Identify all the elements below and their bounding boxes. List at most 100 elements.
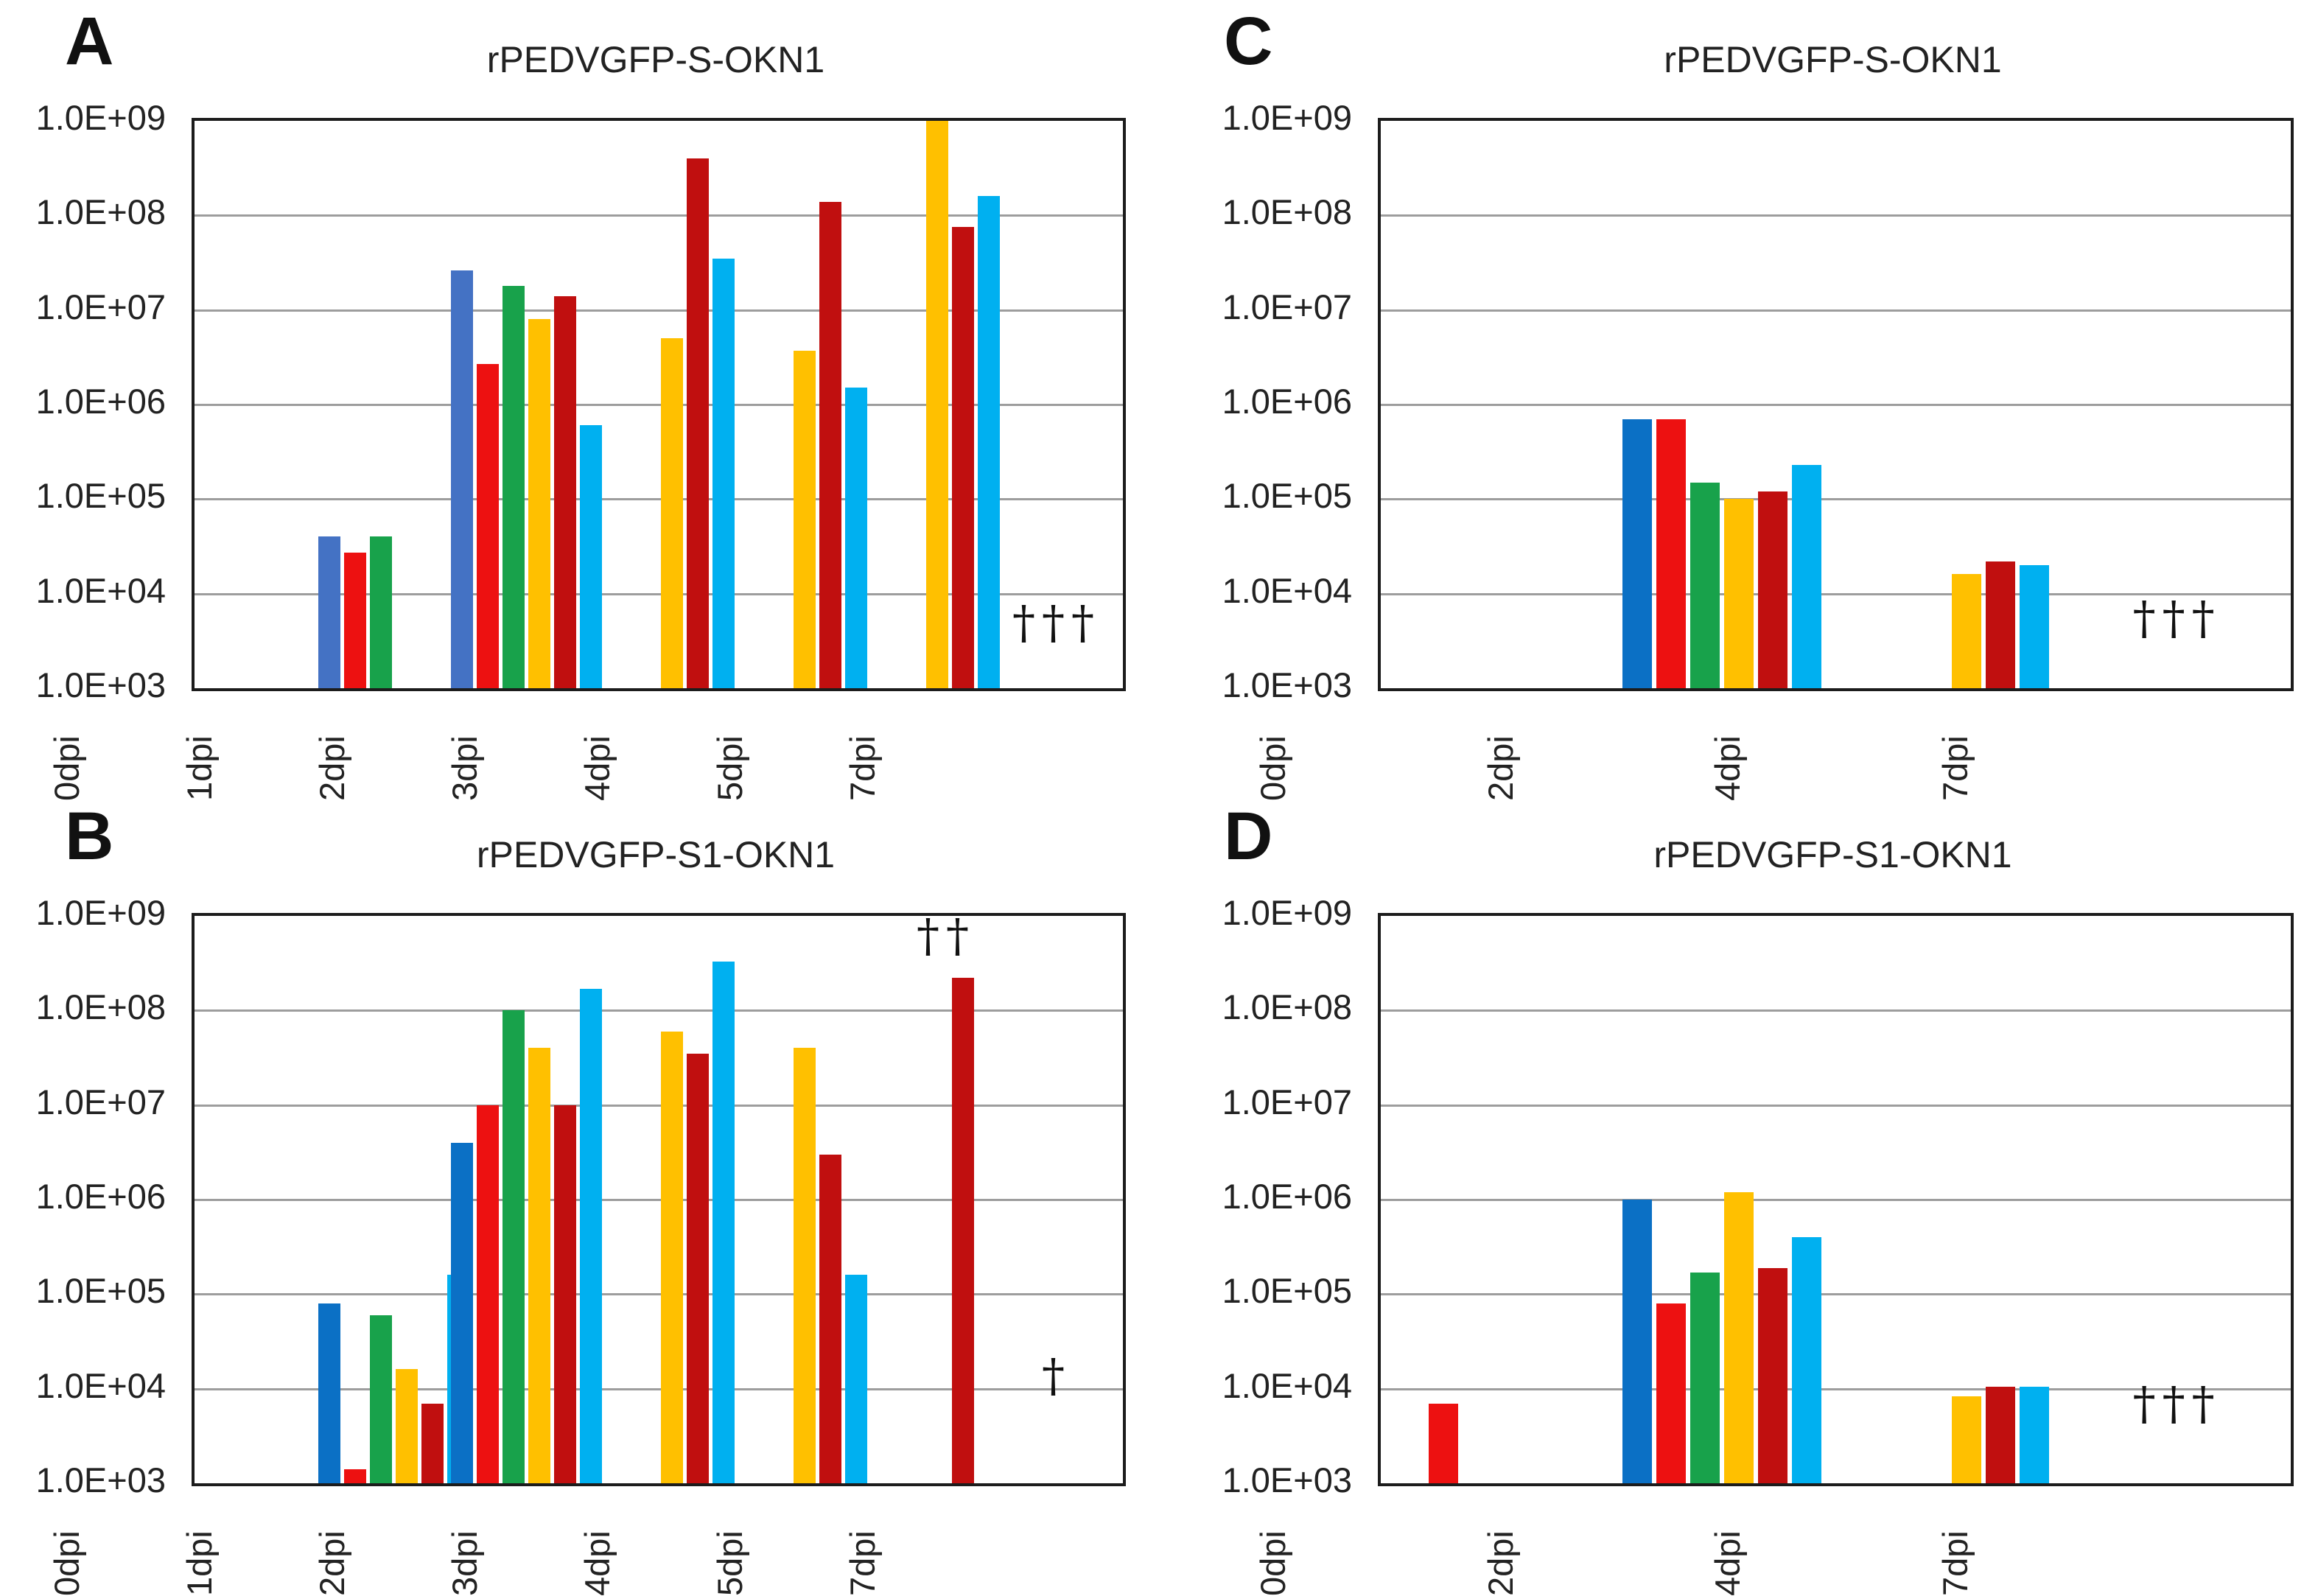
- plot-area: †††: [192, 118, 1126, 691]
- bar-group: [849, 916, 1000, 1483]
- dagger-annotation: †: [1042, 1348, 1071, 1402]
- gridline: [1381, 498, 2291, 501]
- bar: [450, 1142, 473, 1483]
- x-axis-tick-label: 0dpi: [41, 1497, 92, 1596]
- x-axis-tick-label: 0dpi: [1247, 1497, 1298, 1596]
- x-axis-tick-text: 4dpi: [577, 1530, 617, 1596]
- bar: [793, 351, 816, 688]
- y-axis-tick-label: 1.0E+08: [1222, 987, 1352, 1027]
- x-axis-tick-text: 2dpi: [312, 1530, 351, 1596]
- y-axis-tick-label: 1.0E+07: [35, 1082, 166, 1121]
- panel-title: rPEDVGFP-S1-OKN1: [476, 834, 836, 875]
- y-axis-tick-label: 1.0E+09: [1222, 98, 1352, 137]
- bar: [1429, 1403, 1459, 1483]
- bar: [343, 553, 366, 688]
- bar-group: [1395, 916, 1594, 1483]
- gridline: [1381, 1199, 2291, 1201]
- bar-group: [1850, 121, 2049, 688]
- bar: [369, 1315, 392, 1483]
- y-axis-tick-label: 1.0E+04: [1222, 570, 1352, 610]
- x-axis-tick-label: 4dpi: [1702, 701, 1754, 801]
- bar: [951, 227, 974, 688]
- bar: [528, 319, 550, 688]
- x-axis-tick-text: 2dpi: [1480, 1530, 1520, 1596]
- y-axis-tick-label: 1.0E+04: [1222, 1365, 1352, 1405]
- y-axis-tick-label: 1.0E+08: [1222, 192, 1352, 232]
- y-axis-tick-label: 1.0E+08: [35, 192, 166, 232]
- x-axis-tick-text: 1dpi: [179, 1530, 219, 1596]
- x-axis-tick-text: 2dpi: [312, 735, 351, 801]
- gridline: [1381, 1009, 2291, 1012]
- gridline: [1381, 592, 2291, 595]
- bar: [819, 1154, 841, 1483]
- x-axis-tick-text: 0dpi: [1253, 735, 1292, 801]
- bar: [925, 121, 948, 688]
- y-axis-tick-label: 1.0E+09: [1222, 893, 1352, 932]
- bar: [318, 1303, 340, 1483]
- bar: [1792, 1237, 1822, 1483]
- y-axis-tick-label: 1.0E+07: [1222, 287, 1352, 326]
- bar: [844, 388, 867, 688]
- plot-area: †††: [1378, 913, 2294, 1486]
- gridline: [195, 1104, 1123, 1107]
- x-axis-tick-text: 0dpi: [1253, 1530, 1292, 1596]
- bar-group: [716, 121, 867, 688]
- gridline: [195, 309, 1123, 312]
- dagger-annotation: †††: [1012, 595, 1101, 650]
- y-axis-tick-label: 1.0E+05: [35, 1271, 166, 1311]
- y-axis-tick-label: 1.0E+06: [1222, 1177, 1352, 1216]
- bar: [1656, 419, 1687, 688]
- bar: [1985, 561, 2015, 688]
- bar: [1951, 1396, 1981, 1483]
- gridline: [1381, 1387, 2291, 1390]
- x-axis-tick-label: 4dpi: [571, 701, 623, 801]
- y-axis-tick-label: 1.0E+09: [35, 98, 166, 137]
- bar-group: [186, 916, 337, 1483]
- x-axis-tick-label: 7dpi: [1930, 701, 1981, 801]
- bar: [686, 1053, 709, 1483]
- bar-group: [318, 121, 469, 688]
- bar-group: [186, 121, 337, 688]
- gridline: [195, 1009, 1123, 1012]
- gridline: [1381, 214, 2291, 217]
- bar: [2019, 1386, 2049, 1483]
- bar-group: [450, 121, 602, 688]
- bar: [819, 201, 841, 688]
- y-axis-tick-label: 1.0E+08: [35, 987, 166, 1027]
- panel-title: rPEDVGFP-S1-OKN1: [1653, 834, 2012, 875]
- x-axis-tick-text: 4dpi: [577, 735, 617, 801]
- panel-letter: D: [1224, 799, 1273, 874]
- gridline: [1381, 309, 2291, 312]
- x-axis-tick-label: 0dpi: [1247, 701, 1298, 801]
- y-axis-tick-label: 1.0E+07: [35, 287, 166, 326]
- x-axis-tick-text: 7dpi: [1936, 1530, 1975, 1596]
- bar: [553, 1105, 576, 1483]
- bar: [660, 338, 683, 688]
- bar: [1690, 1272, 1720, 1483]
- x-axis-tick-text: 5dpi: [710, 1530, 749, 1596]
- bar-group: [849, 121, 1000, 688]
- dagger-annotation: ††: [917, 908, 976, 962]
- x-axis-tick-text: 2dpi: [1480, 735, 1520, 801]
- y-axis-tick-label: 1.0E+05: [35, 476, 166, 516]
- y-axis-tick-label: 1.0E+03: [1222, 1460, 1352, 1499]
- y-axis-tick-label: 1.0E+04: [35, 570, 166, 610]
- panel-letter: B: [65, 799, 114, 874]
- gridline: [195, 214, 1123, 217]
- bar: [553, 295, 576, 688]
- panel-title: rPEDVGFP-S-OKN1: [486, 39, 825, 80]
- bar: [579, 988, 602, 1483]
- bar: [1758, 1267, 1788, 1483]
- bar: [318, 536, 340, 688]
- gridline: [195, 1387, 1123, 1390]
- x-axis-tick-label: 2dpi: [1474, 701, 1526, 801]
- x-axis-tick-label: 1dpi: [173, 701, 225, 801]
- bar-group: [318, 916, 469, 1483]
- gridline: [195, 1293, 1123, 1296]
- x-axis-tick-label: 0dpi: [41, 701, 92, 801]
- y-axis-tick-label: 1.0E+09: [35, 893, 166, 932]
- x-axis-tick-text: 1dpi: [179, 735, 219, 801]
- bar: [1622, 1200, 1653, 1483]
- x-axis-tick-text: 3dpi: [444, 735, 484, 801]
